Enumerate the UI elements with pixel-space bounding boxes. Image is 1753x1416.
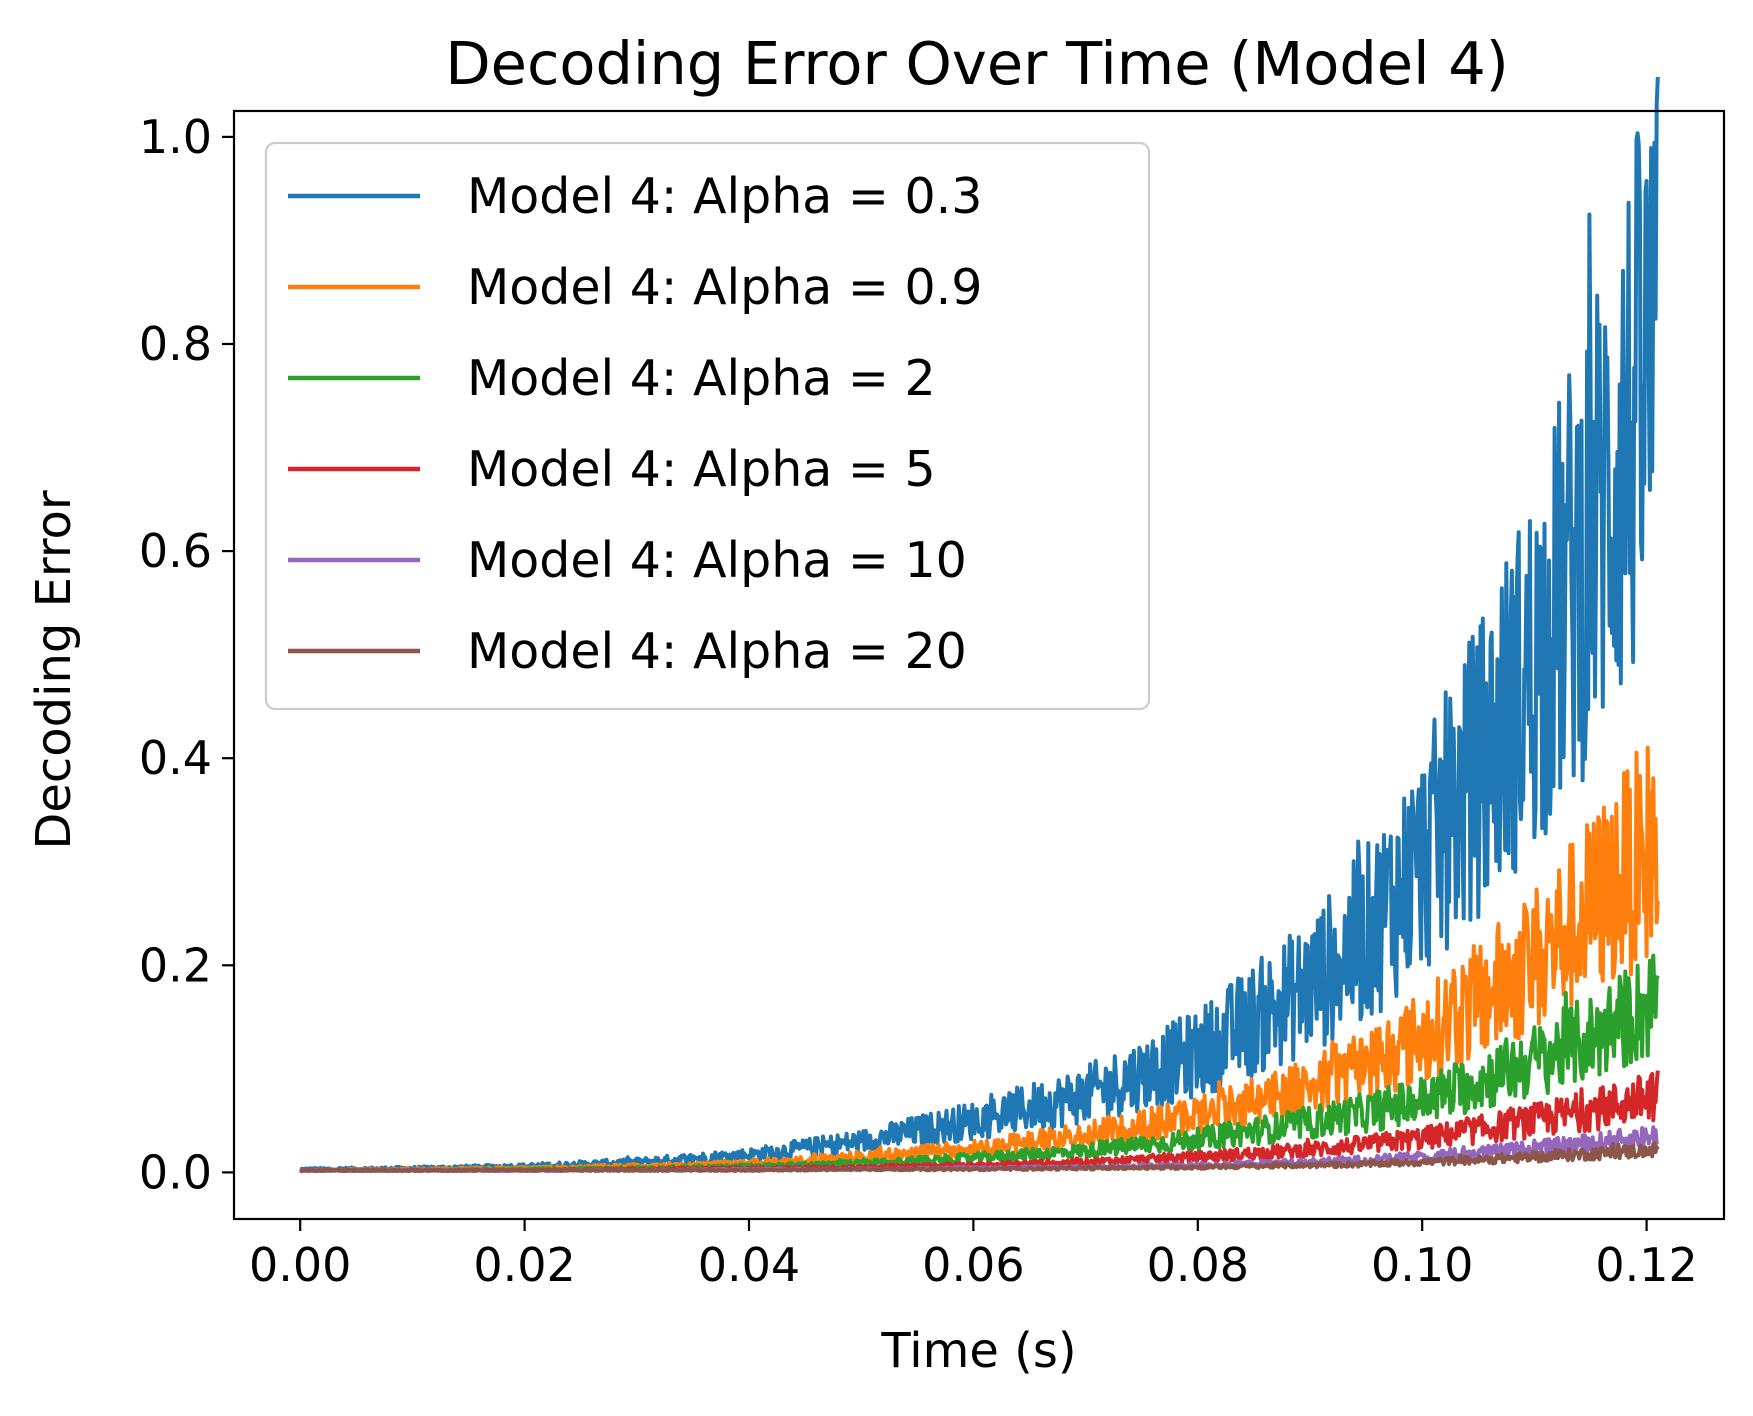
chart-title: Decoding Error Over Time (Model 4): [445, 29, 1509, 98]
x-tick-label: 0.12: [1595, 1238, 1697, 1292]
legend-box: [264, 141, 1151, 711]
legend-label: Model 4: Alpha = 2: [467, 350, 936, 407]
series-line: [299, 1141, 1660, 1173]
legend-label: Model 4: Alpha = 0.3: [467, 168, 982, 225]
y-axis: 0.0 0.2 0.4 0.6 0.8 1.0: [139, 110, 234, 1199]
y-tick-label: 0.4: [139, 731, 212, 785]
legend-label: Model 4: Alpha = 5: [467, 441, 936, 498]
y-tick-label: 1.0: [139, 110, 212, 164]
legend-label: Model 4: Alpha = 10: [467, 532, 967, 589]
series-lines: [299, 76, 1660, 1173]
legend: Model 4: Alpha = 0.3 Model 4: Alpha = 0.9…: [264, 141, 1151, 711]
y-tick-label: 0.2: [139, 938, 212, 992]
x-tick-label: 0.06: [922, 1238, 1024, 1292]
y-tick-label: 0.6: [139, 524, 212, 578]
x-axis-label: Time (s): [880, 1323, 1076, 1379]
x-tick-label: 0.02: [473, 1238, 575, 1292]
axes-frame: [232, 109, 1726, 1221]
x-tick-label: 0.00: [249, 1238, 351, 1292]
x-axis: 0.00 0.02 0.04 0.06 0.08 0.10 0.12: [249, 1219, 1698, 1292]
y-tick-label: 0.0: [139, 1145, 212, 1199]
x-tick-label: 0.10: [1371, 1238, 1473, 1292]
y-tick-label: 0.8: [139, 317, 212, 371]
x-tick-label: 0.08: [1147, 1238, 1249, 1292]
x-tick-label: 0.04: [698, 1238, 800, 1292]
legend-label: Model 4: Alpha = 0.9: [467, 259, 982, 316]
plot-area: [232, 76, 1726, 1221]
y-axis-label: Decoding Error: [26, 490, 82, 849]
legend-label: Model 4: Alpha = 20: [467, 623, 967, 680]
